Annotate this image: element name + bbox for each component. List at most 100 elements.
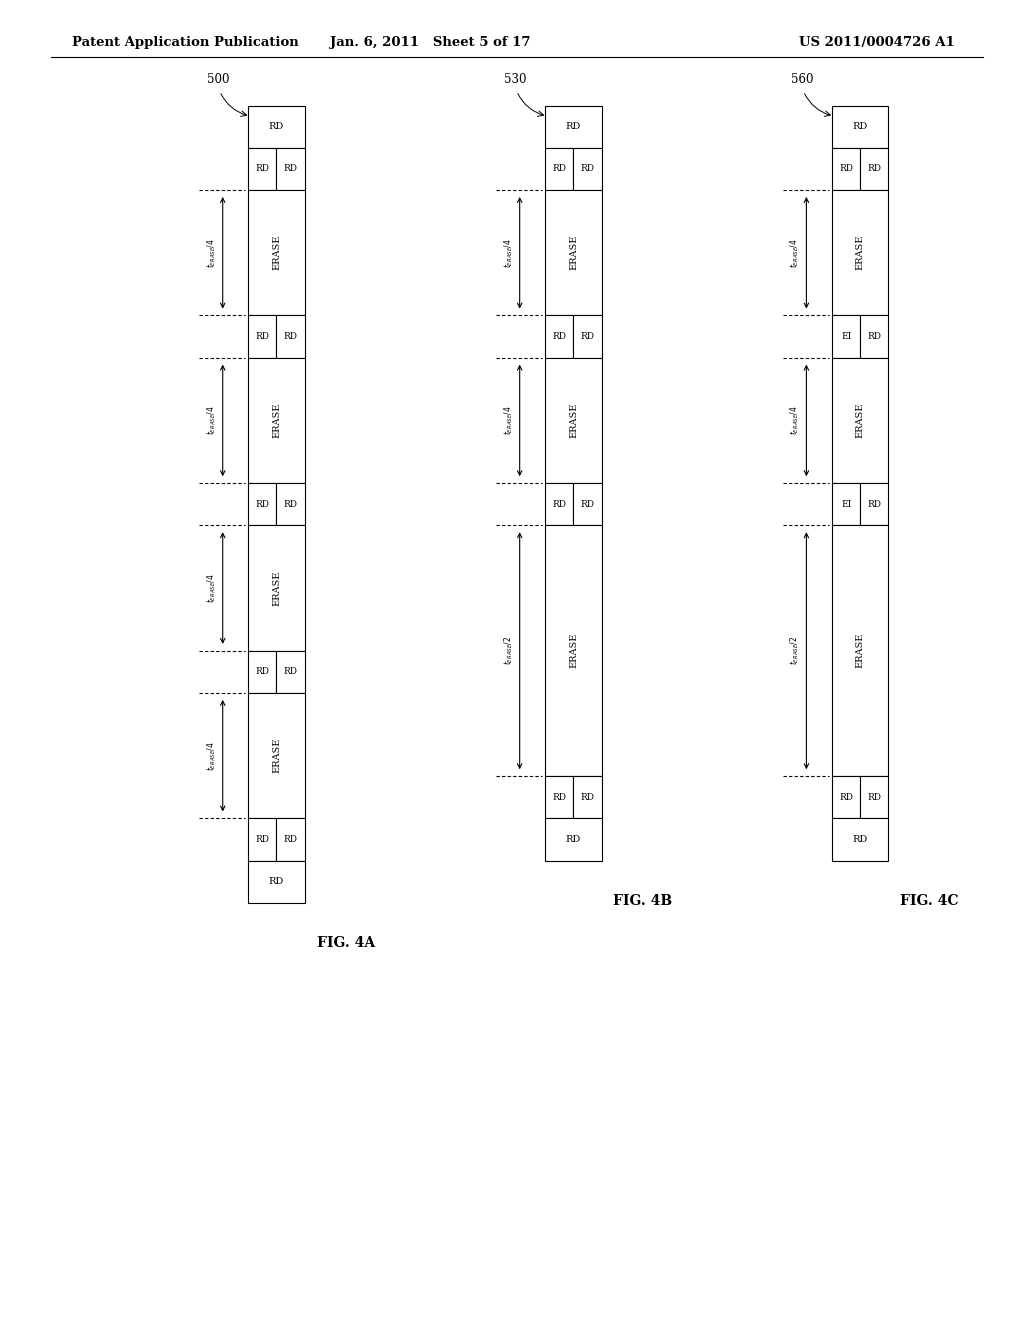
Text: ERASE: ERASE	[272, 235, 281, 271]
Bar	[249, 693, 305, 818]
Text: ERASE: ERASE	[272, 570, 281, 606]
Text: ERASE: ERASE	[272, 738, 281, 774]
Bar	[831, 106, 889, 148]
Bar	[573, 315, 602, 358]
Bar	[546, 776, 573, 818]
Bar	[546, 106, 602, 148]
Bar	[276, 148, 305, 190]
Bar	[573, 776, 602, 818]
Text: RD: RD	[867, 500, 882, 508]
Bar	[546, 818, 602, 861]
Text: RD: RD	[269, 123, 284, 131]
Text: EI: EI	[841, 333, 851, 341]
Text: RD: RD	[581, 500, 595, 508]
Text: EI: EI	[841, 500, 851, 508]
Text: RD: RD	[284, 668, 298, 676]
Text: ERASE: ERASE	[272, 403, 281, 438]
Text: FIG. 4C: FIG. 4C	[900, 894, 958, 908]
Text: $t_{ERASE}/4$: $t_{ERASE}/4$	[502, 238, 515, 268]
Text: $t_{ERASE}/4$: $t_{ERASE}/4$	[788, 238, 801, 268]
Text: ERASE: ERASE	[569, 403, 578, 438]
Bar	[831, 148, 860, 190]
Bar	[546, 148, 573, 190]
Text: RD: RD	[284, 165, 298, 173]
Bar	[276, 315, 305, 358]
Text: RD: RD	[566, 836, 581, 843]
Text: $t_{ERASE}/4$: $t_{ERASE}/4$	[205, 238, 218, 268]
Text: RD: RD	[255, 668, 269, 676]
Bar	[546, 483, 573, 525]
Bar	[860, 483, 888, 525]
Text: ERASE: ERASE	[569, 235, 578, 271]
Text: RD: RD	[552, 165, 566, 173]
Text: RD: RD	[552, 500, 566, 508]
Text: RD: RD	[269, 878, 284, 886]
Text: FIG. 4A: FIG. 4A	[316, 936, 375, 950]
Text: ERASE: ERASE	[856, 235, 864, 271]
Bar	[831, 190, 889, 315]
Text: RD: RD	[581, 333, 595, 341]
Bar	[249, 358, 305, 483]
Bar	[249, 106, 305, 148]
Bar	[546, 525, 602, 776]
Text: 560: 560	[791, 73, 813, 86]
Text: RD: RD	[853, 123, 867, 131]
Text: RD: RD	[255, 500, 269, 508]
Text: RD: RD	[581, 793, 595, 801]
Text: $t_{ERASE}/2$: $t_{ERASE}/2$	[788, 636, 801, 665]
Text: 530: 530	[505, 73, 526, 86]
Bar	[860, 315, 888, 358]
Bar	[860, 148, 888, 190]
Text: Patent Application Publication: Patent Application Publication	[72, 36, 298, 49]
Text: RD: RD	[839, 165, 853, 173]
Bar	[276, 651, 305, 693]
Text: $t_{ERASE}/4$: $t_{ERASE}/4$	[205, 573, 218, 603]
Text: RD: RD	[284, 500, 298, 508]
Text: ERASE: ERASE	[569, 634, 578, 668]
Text: $t_{ERASE}/4$: $t_{ERASE}/4$	[205, 741, 218, 771]
Bar	[831, 776, 860, 818]
Text: Jan. 6, 2011   Sheet 5 of 17: Jan. 6, 2011 Sheet 5 of 17	[330, 36, 530, 49]
Bar	[546, 190, 602, 315]
Bar	[276, 483, 305, 525]
Text: RD: RD	[867, 165, 882, 173]
Bar	[573, 483, 602, 525]
Text: RD: RD	[867, 793, 882, 801]
Text: $t_{ERASE}/4$: $t_{ERASE}/4$	[788, 405, 801, 436]
Text: $t_{ERASE}/2$: $t_{ERASE}/2$	[502, 636, 515, 665]
Bar	[276, 818, 305, 861]
Bar	[249, 525, 305, 651]
Text: ERASE: ERASE	[856, 403, 864, 438]
Bar	[249, 861, 305, 903]
Text: $t_{ERASE}/4$: $t_{ERASE}/4$	[205, 405, 218, 436]
Bar	[573, 148, 602, 190]
Text: RD: RD	[552, 793, 566, 801]
Bar	[249, 483, 276, 525]
Bar	[831, 818, 889, 861]
Text: $t_{ERASE}/4$: $t_{ERASE}/4$	[502, 405, 515, 436]
Text: US 2011/0004726 A1: US 2011/0004726 A1	[799, 36, 954, 49]
Text: RD: RD	[255, 836, 269, 843]
Text: 500: 500	[207, 73, 229, 86]
Text: RD: RD	[566, 123, 581, 131]
Bar	[546, 358, 602, 483]
Text: RD: RD	[581, 165, 595, 173]
Text: ERASE: ERASE	[856, 634, 864, 668]
Bar	[860, 776, 888, 818]
Bar	[831, 315, 860, 358]
Bar	[546, 315, 573, 358]
Bar	[831, 525, 889, 776]
Text: RD: RD	[552, 333, 566, 341]
Text: RD: RD	[284, 333, 298, 341]
Bar	[249, 190, 305, 315]
Bar	[831, 358, 889, 483]
Text: RD: RD	[255, 333, 269, 341]
Text: RD: RD	[284, 836, 298, 843]
Bar	[249, 818, 276, 861]
Bar	[249, 651, 276, 693]
Bar	[831, 483, 860, 525]
Bar	[249, 148, 276, 190]
Text: RD: RD	[853, 836, 867, 843]
Text: FIG. 4B: FIG. 4B	[613, 894, 672, 908]
Bar	[249, 315, 276, 358]
